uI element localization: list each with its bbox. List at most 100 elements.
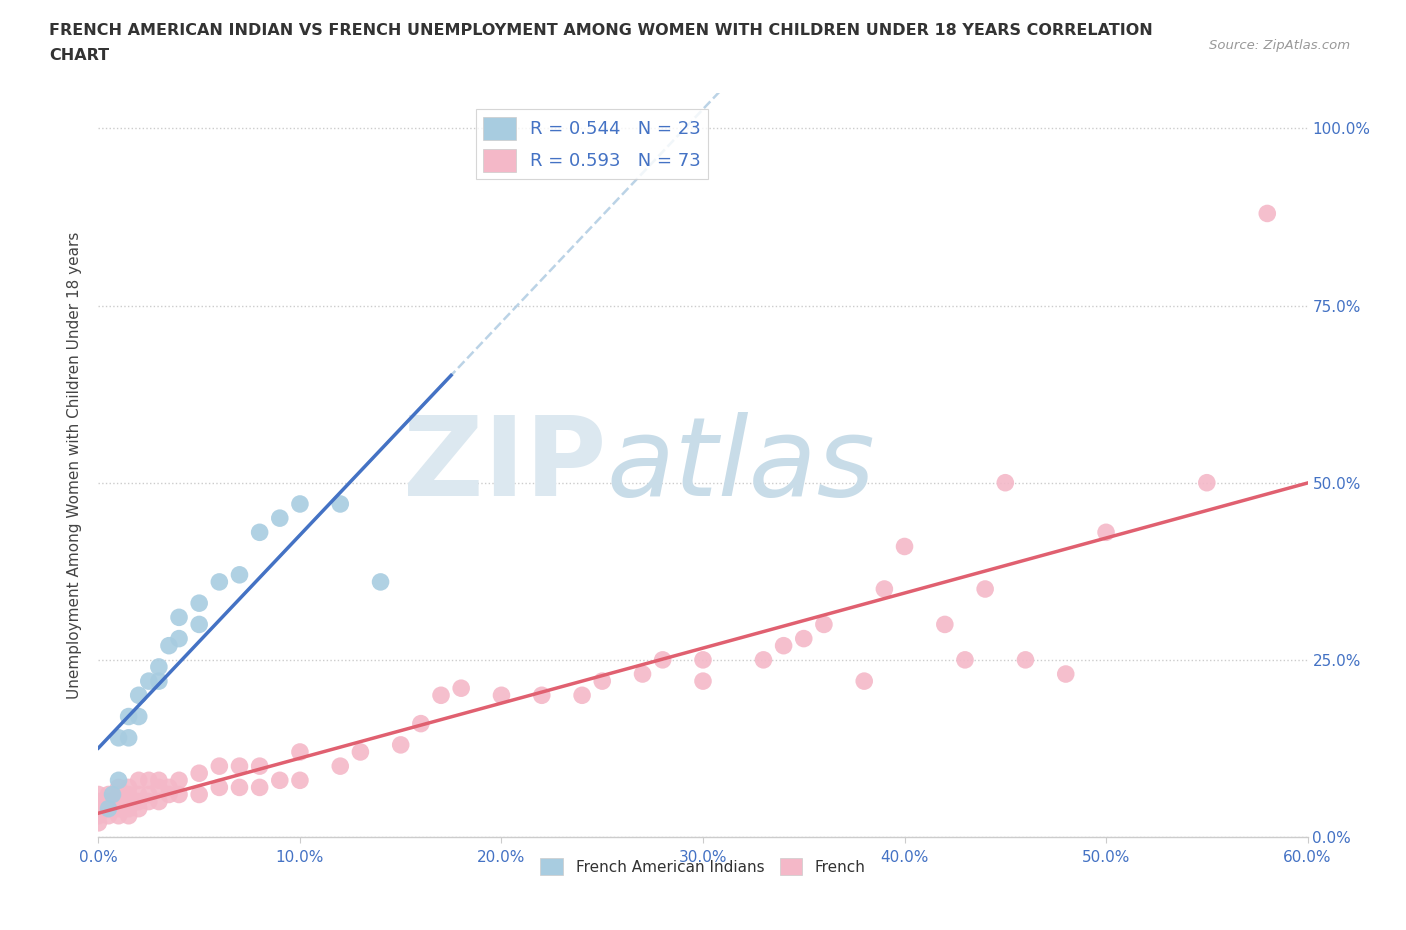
Point <box>530 688 553 703</box>
Point <box>107 780 129 795</box>
Point <box>249 525 271 539</box>
Text: CHART: CHART <box>49 48 110 63</box>
Point <box>228 759 250 774</box>
Point <box>148 659 170 674</box>
Text: Source: ZipAtlas.com: Source: ZipAtlas.com <box>1209 39 1350 52</box>
Point <box>188 617 211 631</box>
Point <box>288 497 311 512</box>
Point <box>118 794 141 809</box>
Point <box>107 730 129 745</box>
Point <box>370 575 392 590</box>
Point <box>208 575 231 590</box>
Point <box>288 773 311 788</box>
Point <box>157 780 180 795</box>
Point <box>188 787 211 802</box>
Point <box>228 780 250 795</box>
Point <box>97 802 120 817</box>
Point <box>167 773 190 788</box>
Y-axis label: Unemployment Among Women with Children Under 18 years: Unemployment Among Women with Children U… <box>67 232 83 698</box>
Point <box>101 787 124 802</box>
Point <box>107 794 129 809</box>
Point <box>107 773 129 788</box>
Point <box>97 808 120 823</box>
Point <box>87 808 110 823</box>
Point <box>148 794 170 809</box>
Point <box>167 787 190 802</box>
Point <box>167 610 190 625</box>
Point <box>953 653 976 668</box>
Point <box>188 765 211 780</box>
Point <box>430 688 453 703</box>
Text: ZIP: ZIP <box>404 411 606 519</box>
Point <box>1014 653 1036 668</box>
Point <box>87 816 110 830</box>
Point <box>873 581 896 596</box>
Point <box>138 794 160 809</box>
Point <box>148 773 170 788</box>
Point <box>118 802 141 817</box>
Point <box>128 787 150 802</box>
Point <box>107 802 129 817</box>
Point <box>128 794 150 809</box>
Point <box>772 638 794 653</box>
Point <box>692 653 714 668</box>
Point <box>934 617 956 631</box>
Text: atlas: atlas <box>606 411 875 519</box>
Point <box>97 794 120 809</box>
Point <box>157 638 180 653</box>
Point <box>389 737 412 752</box>
Point <box>974 581 997 596</box>
Point <box>228 567 250 582</box>
Point <box>138 773 160 788</box>
Point <box>1256 206 1278 221</box>
Point <box>87 787 110 802</box>
Point <box>813 617 835 631</box>
Point <box>1054 667 1077 682</box>
Point <box>87 802 110 817</box>
Point <box>1195 475 1218 490</box>
Text: FRENCH AMERICAN INDIAN VS FRENCH UNEMPLOYMENT AMONG WOMEN WITH CHILDREN UNDER 18: FRENCH AMERICAN INDIAN VS FRENCH UNEMPLO… <box>49 23 1153 38</box>
Point <box>329 759 352 774</box>
Point <box>269 511 291 525</box>
Point <box>249 780 271 795</box>
Legend: French American Indians, French: French American Indians, French <box>534 852 872 882</box>
Point <box>118 787 141 802</box>
Point <box>128 688 150 703</box>
Point <box>148 673 170 688</box>
Point <box>128 709 150 724</box>
Point <box>349 745 371 760</box>
Point <box>752 653 775 668</box>
Point <box>167 631 190 646</box>
Point <box>148 780 170 795</box>
Point <box>1095 525 1118 539</box>
Point <box>138 673 160 688</box>
Point <box>118 709 141 724</box>
Point <box>107 808 129 823</box>
Point <box>450 681 472 696</box>
Point <box>138 787 160 802</box>
Point <box>107 787 129 802</box>
Point <box>157 787 180 802</box>
Point <box>208 780 231 795</box>
Point <box>631 667 654 682</box>
Point <box>269 773 291 788</box>
Point <box>118 780 141 795</box>
Point <box>288 745 311 760</box>
Point <box>793 631 815 646</box>
Point <box>97 802 120 817</box>
Point <box>128 773 150 788</box>
Point <box>651 653 673 668</box>
Point <box>692 673 714 688</box>
Point <box>118 730 141 745</box>
Point <box>118 808 141 823</box>
Point <box>208 759 231 774</box>
Point <box>591 673 613 688</box>
Point <box>87 794 110 809</box>
Point <box>571 688 593 703</box>
Point <box>329 497 352 512</box>
Point <box>97 787 120 802</box>
Point <box>491 688 513 703</box>
Point <box>409 716 432 731</box>
Point <box>893 539 915 554</box>
Point <box>853 673 876 688</box>
